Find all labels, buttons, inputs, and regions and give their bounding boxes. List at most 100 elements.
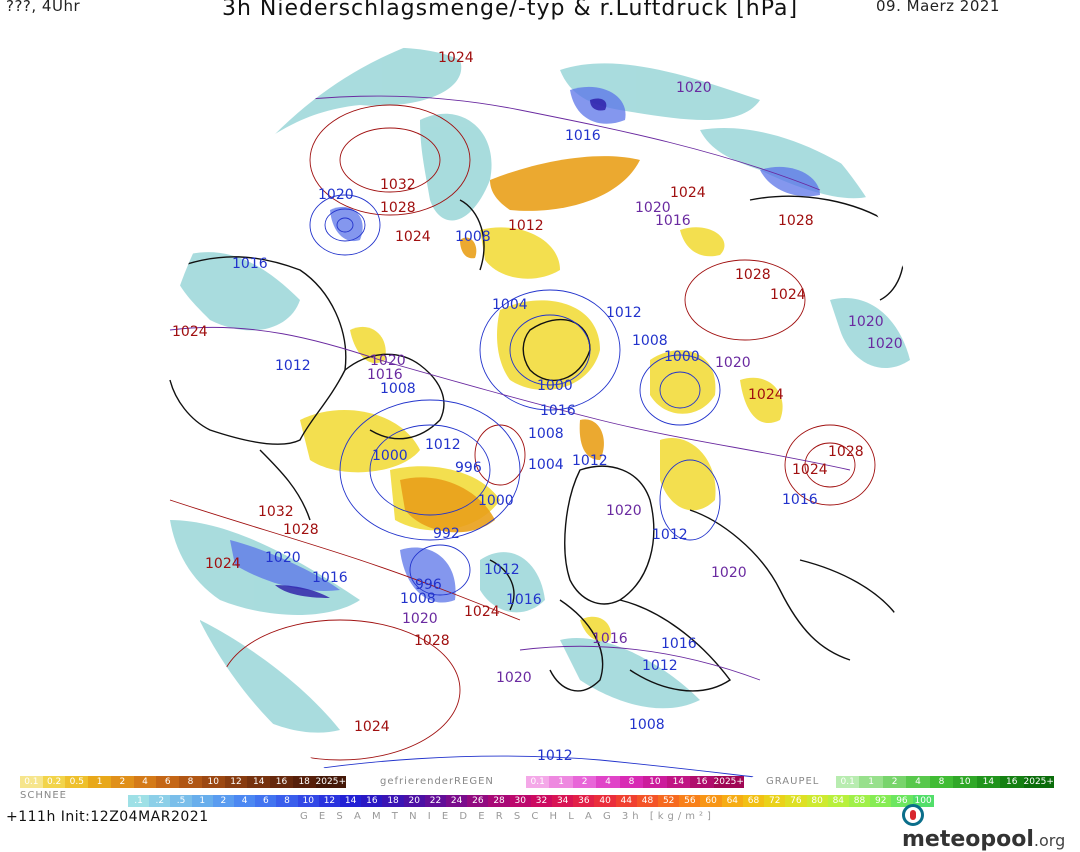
isobar-label: 1024 [205,556,241,572]
heavy-rain-areas [400,156,640,533]
map-title: 3h Niederschlagsmenge/-typ & r.Luftdruck… [222,0,799,21]
logo-suffix: .org [1033,831,1066,850]
total-legend-swatch: .2 [149,795,171,807]
total-legend-swatch: 32 [530,795,553,807]
total-legend-swatch: 52 [658,795,680,807]
freezing_rain-legend-swatch: 0.1 [526,776,550,788]
freezing-rain-legend-label: gefrierenderREGEN [380,776,494,787]
isobar-label: 1012 [275,358,311,374]
isobar-label: 1016 [592,631,628,647]
total-legend-swatch: 84 [827,795,849,807]
isobar-label: 1024 [748,387,784,403]
isobar-label: 1016 [655,213,691,229]
isobar-label: 1020 [370,353,406,369]
total-legend-swatch: 30 [509,795,531,807]
total-legend-swatch: 76 [785,795,807,807]
isobar-label: 1000 [537,378,573,394]
isobar-label: 1008 [528,426,564,442]
isobar-label: 1028 [735,267,771,283]
total-legend-swatch: 26 [467,795,489,807]
run-label: ???, 4Uhr [6,0,81,15]
isobar-label: 1032 [258,504,294,520]
total-legend-swatch: 18 [382,795,404,807]
total-precip-legend-label: G E S A M T N I E D E R S C H L A G 3h [… [300,811,715,822]
isobar-label: 1012 [652,527,688,543]
isobar-label: 1008 [400,591,436,607]
isobars-high [169,104,876,761]
total-legend-swatch: 16 [361,795,383,807]
graupel-legend: 0.1 1 2 4 8 10 14 16 2025+ [836,776,1054,788]
isobar-label: 1016 [312,570,348,586]
freezing_rain-legend-swatch: 10 [643,776,667,788]
isobar-label: 1012 [425,437,461,453]
total-legend-swatch: 44 [615,795,637,807]
snow-legend-swatch: 4 [133,776,157,788]
total-legend-swatch: 60 [700,795,722,807]
graupel-legend-swatch: 4 [906,776,930,788]
isobar-label: 1024 [354,719,390,735]
total-legend-swatch: 68 [742,795,765,807]
graupel-legend-swatch: 2025+ [1023,776,1054,788]
isobar-label: 1016 [506,592,542,608]
map-background [0,0,1080,790]
isobar-label: 1020 [402,611,438,627]
snow-legend-swatch: 12 [224,776,248,788]
isobar-label: 1012 [606,305,642,321]
isobar-label: 1012 [484,562,520,578]
snow-legend-swatch: 14 [247,776,271,788]
total-legend-swatch: 80 [806,795,828,807]
total-legend-swatch: 6 [255,795,277,807]
total-legend-swatch: 20 [403,795,425,807]
forecast-init: +111h Init:12Z04MAR2021 [6,809,209,825]
total-legend-swatch: 96 [891,795,913,807]
total-legend-swatch: .1 [128,795,150,807]
isobar-label: 1024 [438,50,474,66]
snow-legend-swatch: 8 [179,776,202,788]
total-legend-swatch: 22 [424,795,447,807]
total-legend-swatch: 72 [764,795,786,807]
total-legend-swatch: 36 [573,795,595,807]
isobar-label: 1020 [318,187,354,203]
isobar-label: 1016 [367,367,403,383]
freezing_rain-legend-swatch: 2025+ [713,776,744,788]
graupel-legend-swatch: 10 [953,776,977,788]
total-legend-swatch: 8 [276,795,298,807]
isobar-label: 1016 [565,128,601,144]
graupel-legend-swatch: 16 [1000,776,1024,788]
isobar-labels: 1024 1020 1016 1020 1032 1028 1024 1008 … [172,50,903,764]
isobar-label: 1004 [492,297,528,313]
isobar-label: 1004 [528,457,564,473]
meteopool-logo-icon [902,804,924,826]
isobar-label: 1016 [540,403,576,419]
total-legend-swatch: 14 [340,795,362,807]
meteopool-logo: meteopool.org [902,802,1080,852]
total-legend-swatch: 4 [234,795,256,807]
snow-legend-swatch: 6 [156,776,180,788]
isobar-label: 1028 [414,633,450,649]
precipitation-pressure-map: 1024 1020 1016 1020 1032 1028 1024 1008 … [0,0,1080,790]
logo-text: meteopool [902,827,1034,852]
isobar-label: 1020 [606,503,642,519]
snow-legend-swatch: 0.2 [42,776,66,788]
total-legend-swatch: 28 [488,795,510,807]
freezing_rain-legend-swatch: 8 [619,776,644,788]
isobar-label: 1020 [635,200,671,216]
isobar-label: 1016 [661,636,697,652]
graupel-legend-swatch: 14 [976,776,1001,788]
isobar-label: 1024 [464,604,500,620]
freezing_rain-legend-swatch: 16 [690,776,714,788]
isobar-label: 1000 [372,448,408,464]
graupel-legend-swatch: 0.1 [836,776,860,788]
isobar-label: 1028 [778,213,814,229]
total-precip-legend: .1.2.5 1 2 4 6 8 10 12 14 16 18 20 22 24 26 28 30 32 34 36 4… [128,795,934,807]
total-legend-swatch: .5 [170,795,192,807]
snow-legend-swatch: 1 [88,776,111,788]
isobar-label: 1012 [537,748,573,764]
isobar-label: 1008 [455,229,491,245]
total-legend-swatch: 24 [446,795,468,807]
isobar-label: 1024 [770,287,806,303]
total-legend-swatch: 2 [212,795,235,807]
freezing_rain-legend-swatch: 14 [666,776,691,788]
graupel-legend-label: GRAUPEL [766,776,820,787]
isobar-label: 1000 [664,349,700,365]
